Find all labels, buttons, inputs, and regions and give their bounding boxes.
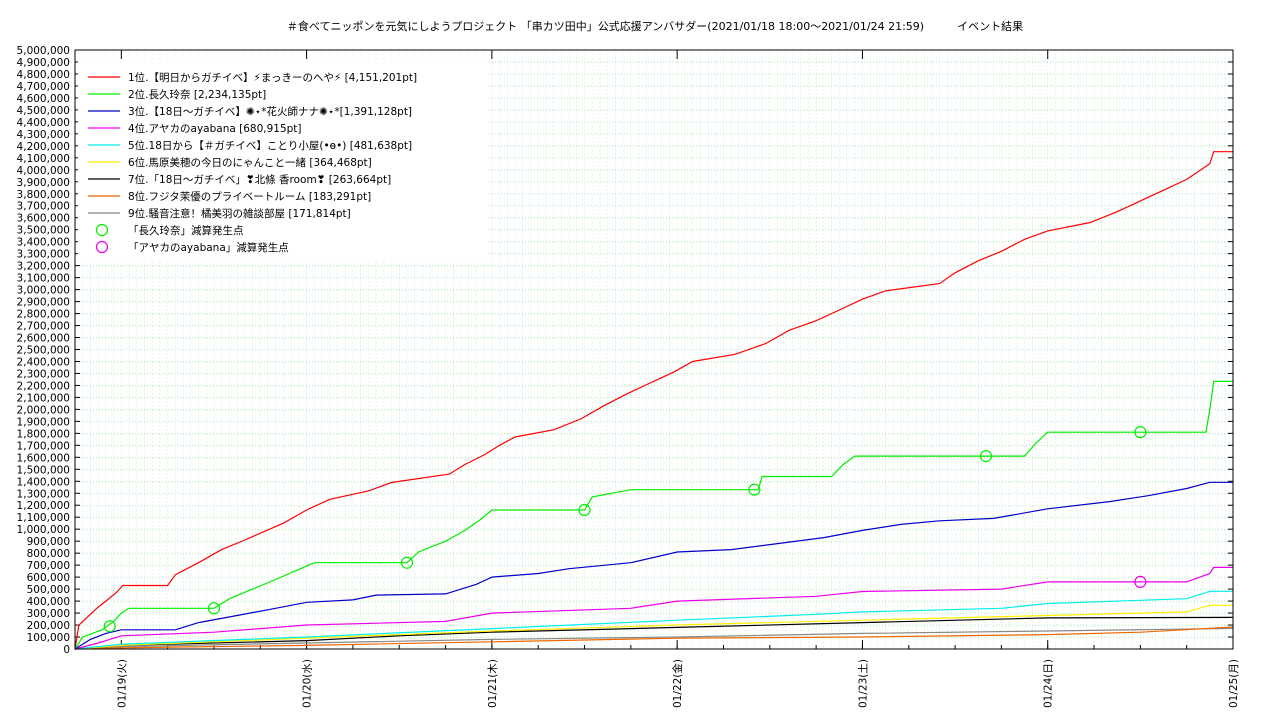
y-tick-label: 400,000: [27, 596, 70, 608]
y-tick-label: 2,100,000: [17, 392, 70, 404]
y-tick-label: 2,000,000: [17, 404, 70, 416]
y-tick-label: 3,300,000: [17, 249, 70, 261]
y-tick-label: 2,400,000: [17, 356, 70, 368]
subtraction-marker: [979, 450, 993, 463]
series-line: [74, 380, 1233, 650]
series-line: [74, 481, 1233, 650]
y-tick-label: 3,000,000: [17, 285, 70, 297]
legend: 1位.【明日からガチイベ】⚡まっきーのへや⚡ [4,151,201pt] 2位.長…: [78, 60, 488, 260]
legend-label: 7位.「18日〜ガチイベ」❣北條 香room❣ [263,664pt]: [128, 173, 391, 186]
x-tick-label: 01/24(日): [1043, 659, 1055, 708]
y-axis: 0100,000200,000300,000400,000500,000600,…: [17, 45, 1233, 656]
y-tick-label: 3,400,000: [17, 237, 70, 249]
x-tick-label: 01/21(木): [487, 659, 499, 708]
y-tick-label: 300,000: [27, 608, 70, 620]
legend-label: 2位.長久玲奈 [2,234,135pt]: [128, 88, 266, 101]
y-tick-label: 2,800,000: [17, 309, 70, 321]
markers-layer: [103, 426, 1147, 633]
legend-marker: [95, 223, 109, 237]
legend-marker: [95, 240, 109, 254]
y-tick-label: 1,500,000: [17, 464, 70, 476]
y-tick-label: 4,600,000: [17, 93, 70, 105]
y-tick-label: 4,100,000: [17, 153, 70, 165]
y-tick-label: 0: [63, 644, 70, 656]
x-tick-label: 01/19(火): [116, 659, 128, 708]
y-tick-label: 700,000: [27, 560, 70, 572]
y-tick-label: 4,800,000: [17, 69, 70, 81]
y-tick-label: 1,300,000: [17, 488, 70, 500]
y-tick-label: 2,500,000: [17, 345, 70, 357]
legend-label: 4位.アヤカのayabana [680,915pt]: [128, 122, 302, 135]
legend-label: 1位.【明日からガチイベ】⚡まっきーのへや⚡ [4,151,201pt]: [128, 71, 417, 84]
series-line: [74, 616, 1234, 650]
y-tick-label: 4,300,000: [17, 129, 70, 141]
subtraction-marker: [578, 503, 591, 517]
legend-label: 3位.【18日〜ガチイベ】✺⋆*花火師ナナ✺⋆*[1,391,128pt]: [128, 105, 412, 118]
chart-title: ＃食べてニッポンを元気にしようプロジェクト 「串カツ田中」公式応援アンバサダー(…: [287, 19, 1023, 33]
legend-label: 9位.騒音注意！橘美羽の雑談部屋 [171,814pt]: [128, 207, 351, 220]
y-tick-label: 3,900,000: [17, 177, 70, 189]
y-tick-label: 4,200,000: [17, 141, 70, 153]
series-line: [74, 604, 1233, 650]
y-tick-label: 1,100,000: [17, 512, 70, 524]
series-layer: [74, 151, 1234, 650]
y-tick-label: 500,000: [27, 584, 70, 596]
y-tick-label: 4,500,000: [17, 105, 70, 117]
series-line: [74, 626, 1234, 650]
y-tick-label: 1,200,000: [17, 500, 70, 512]
y-tick-label: 2,200,000: [17, 380, 70, 392]
y-tick-label: 1,700,000: [17, 440, 70, 452]
y-tick-label: 3,700,000: [17, 201, 70, 213]
y-tick-label: 2,300,000: [17, 368, 70, 380]
series-line: [74, 627, 1234, 650]
series-line: [74, 590, 1233, 650]
y-tick-label: 4,000,000: [17, 165, 70, 177]
subtraction-marker: [748, 483, 761, 496]
x-tick-label: 01/22(金): [671, 659, 684, 708]
series-line: [74, 566, 1233, 650]
y-tick-label: 3,100,000: [17, 273, 70, 285]
subtraction-marker: [103, 620, 116, 633]
y-tick-label: 4,700,000: [17, 81, 70, 93]
plot-frame: [74, 49, 1234, 650]
legend-label: 8位.フジタ茉優のプライベートルーム [183,291pt]: [128, 190, 371, 203]
legend-label: 「長久玲奈」減算発生点: [128, 224, 244, 237]
legend-label: 「アヤカのayabana」減算発生点: [128, 241, 289, 254]
y-tick-label: 4,900,000: [17, 57, 70, 69]
y-tick-label: 5,000,000: [17, 45, 70, 57]
y-tick-label: 1,400,000: [17, 476, 70, 488]
subtraction-marker: [1134, 426, 1147, 439]
y-tick-label: 2,600,000: [17, 333, 70, 345]
y-tick-label: 2,900,000: [17, 297, 70, 309]
legend-label: 5位.18日から【＃ガチイベ】ことり小屋(•ө•) [481,638pt]: [128, 139, 412, 152]
y-tick-label: 600,000: [27, 572, 70, 584]
x-tick-label: 01/23(土): [856, 659, 869, 708]
y-tick-label: 100,000: [27, 632, 70, 644]
x-tick-label: 01/25(月): [1228, 659, 1240, 708]
y-tick-label: 800,000: [27, 548, 70, 560]
y-tick-label: 1,900,000: [17, 416, 70, 428]
subtraction-marker: [400, 556, 414, 569]
y-tick-label: 900,000: [27, 536, 70, 548]
x-tick-label: 01/20(水): [302, 659, 314, 708]
y-tick-label: 3,800,000: [17, 189, 70, 201]
y-tick-label: 1,800,000: [17, 428, 70, 440]
y-tick-label: 3,200,000: [17, 261, 70, 273]
subtraction-marker: [207, 602, 221, 615]
subtraction-marker: [1134, 575, 1147, 589]
y-tick-label: 4,400,000: [17, 117, 70, 129]
y-tick-label: 2,700,000: [17, 321, 70, 333]
y-tick-label: 200,000: [27, 620, 70, 632]
y-tick-label: 1,000,000: [17, 524, 70, 536]
y-tick-label: 3,600,000: [17, 213, 70, 225]
y-tick-label: 3,500,000: [17, 225, 70, 237]
legend-label: 6位.馬原美穂の今日のにゃんこと一緒 [364,468pt]: [128, 156, 372, 169]
legend-box: [78, 60, 488, 260]
y-tick-label: 1,600,000: [17, 452, 70, 464]
series-line: [74, 151, 1233, 650]
